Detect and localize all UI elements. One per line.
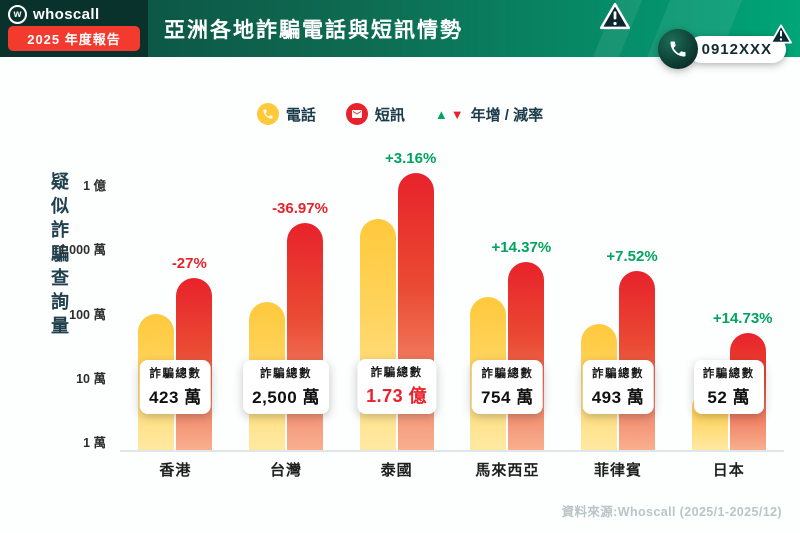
decrease-triangle-icon: ▼ <box>450 106 464 122</box>
yoy-change-label: +14.37% <box>491 239 552 257</box>
total-box-label: 詐騙總數 <box>370 367 423 379</box>
data-source-note: 資料來源:Whoscall (2025/1-2025/12) <box>561 505 782 519</box>
total-box-value: 423 萬 <box>149 388 202 407</box>
legend-phone-label: 電話 <box>285 106 316 124</box>
x-axis-label: 香港 <box>159 462 192 479</box>
y-tick-label: 10 萬 <box>76 371 106 386</box>
yoy-change-label: +3.16% <box>385 149 437 167</box>
y-axis: 1 億 1,000 萬 100 萬 10 萬 1 萬 <box>20 160 106 450</box>
yoy-change-label: -36.97% <box>272 200 328 218</box>
legend: 電話 短訊 ▲ ▼ 年增 / 減率 <box>0 103 800 125</box>
yoy-change-label: +14.73% <box>712 310 773 328</box>
bar-group-馬來西亞: +14.37% 詐騙總數 754 萬馬來西亞 <box>452 160 563 479</box>
logo-block: w whoscall 2025 年度報告 <box>0 0 148 57</box>
sms-bar <box>287 223 323 450</box>
total-box-label: 詐騙總數 <box>702 368 755 380</box>
y-tick-label: 1,000 萬 <box>58 243 106 258</box>
x-axis-label: 馬來西亞 <box>475 462 540 479</box>
total-box-value: 493 萬 <box>591 388 645 407</box>
whoscall-logo-text: whoscall <box>33 6 100 23</box>
legend-item-sms: 短訊 <box>345 103 405 125</box>
total-box: 詐騙總數 493 萬 <box>582 360 654 414</box>
total-box-value: 2,500 萬 <box>252 388 320 407</box>
y-tick-label: 1 億 <box>83 179 106 193</box>
x-axis-label: 泰國 <box>380 462 413 479</box>
whoscall-logo: w whoscall <box>8 5 140 24</box>
legend-sms-label: 短訊 <box>374 106 405 124</box>
total-box: 詐騙總數 754 萬 <box>472 360 543 414</box>
total-box: 詐騙總數 52 萬 <box>693 360 764 414</box>
legend-item-yoy: ▲ ▼ 年增 / 減率 <box>435 104 543 125</box>
legend-item-phone: 電話 <box>256 103 316 125</box>
bar-group-台灣: -36.97% 詐騙總數 2,500 萬台灣 <box>231 160 342 479</box>
total-box-value: 754 萬 <box>481 388 534 407</box>
report-year-badge: 2025 年度報告 <box>8 26 140 51</box>
total-box-label: 詐騙總數 <box>149 368 202 380</box>
phone-icon <box>256 103 279 125</box>
total-box: 詐騙總數 2,500 萬 <box>243 360 329 414</box>
bar-group-泰國: +3.16% 詐騙總數 1.73 億泰國 <box>341 150 452 479</box>
warning-triangle-icon <box>600 2 630 30</box>
page-title: 亞洲各地詐騙電話與短訊情勢 <box>164 18 463 42</box>
plot-area: -27% 詐騙總數 423 萬香港 -36.97% 詐騙總數 2,500 萬台灣 +3.16… <box>120 150 784 479</box>
increase-triangle-icon: ▲ <box>434 106 448 122</box>
total-box-label: 詐騙總數 <box>259 368 312 380</box>
y-tick-label: 100 萬 <box>69 307 106 322</box>
phone-illustration: 0912XXX <box>657 29 786 69</box>
total-box: 詐騙總數 423 萬 <box>140 360 211 414</box>
x-axis-label: 日本 <box>712 462 745 479</box>
yoy-change-label: -27% <box>171 254 207 272</box>
yoy-change-label: +7.52% <box>606 247 658 265</box>
total-box-label: 詐騙總數 <box>481 368 534 380</box>
phone-bar <box>359 218 396 450</box>
bar-group-菲律賓: +7.52% 詐騙總數 493 萬菲律賓 <box>563 160 674 479</box>
phone-handset-icon <box>657 29 698 69</box>
sms-bar <box>508 262 545 450</box>
caller-id-bubble: 0912XXX <box>687 35 786 63</box>
total-box: 詐騙總數 1.73 億 <box>357 359 437 414</box>
bar-group-香港: -27% 詐騙總數 423 萬香港 <box>120 160 231 479</box>
y-axis-title: 疑似詐騙查詢量 <box>49 172 69 340</box>
total-box-value: 1.73 億 <box>366 386 428 406</box>
y-tick-label: 1 萬 <box>83 436 106 450</box>
sms-icon <box>345 103 368 125</box>
warning-triangle-icon <box>770 24 792 44</box>
total-box-value: 52 萬 <box>707 388 750 407</box>
bar-group-日本: +14.73% 詐騙總數 52 萬日本 <box>673 160 784 479</box>
legend-yoy-label: 年增 / 減率 <box>470 106 544 124</box>
whoscall-logo-icon: w <box>8 5 27 24</box>
x-axis-label: 菲律賓 <box>594 462 643 479</box>
total-box-label: 詐騙總數 <box>592 368 645 380</box>
x-axis-label: 台灣 <box>270 462 303 479</box>
